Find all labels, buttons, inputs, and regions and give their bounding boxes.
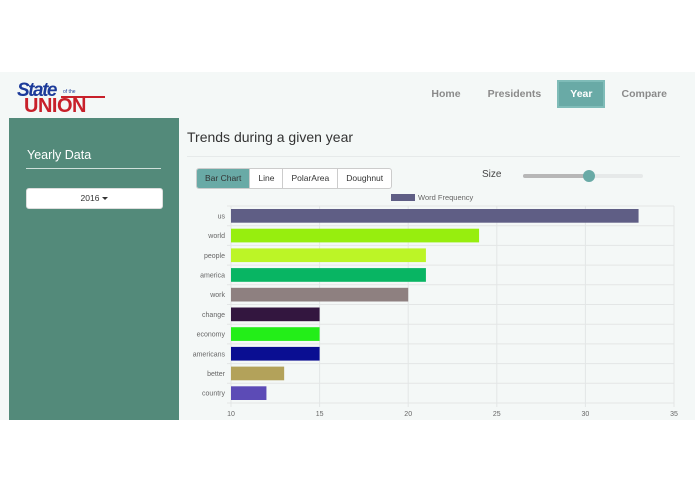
caret-down-icon xyxy=(102,197,109,201)
year-dropdown[interactable]: 2016 xyxy=(26,188,163,209)
y-tick-label: america xyxy=(200,272,225,279)
bar-change xyxy=(231,307,320,322)
bar-us xyxy=(231,209,639,223)
top-nav: Home Presidents Year Compare xyxy=(415,80,678,108)
legend-swatch xyxy=(391,194,415,201)
app: State of the UNION Home Presidents Year Co… xyxy=(0,72,695,420)
bar-america xyxy=(231,268,426,282)
x-tick-label: 15 xyxy=(316,411,324,418)
bar-country xyxy=(231,386,267,400)
divider xyxy=(26,168,161,169)
y-tick-label: work xyxy=(209,292,225,299)
chart-type-buttons: Bar Chart Line PolarArea Doughnut xyxy=(196,168,393,189)
sidebar: Yearly Data 2016 xyxy=(9,118,179,420)
year-value: 2016 xyxy=(80,193,100,203)
x-tick-label: 10 xyxy=(227,411,235,418)
x-tick-label: 30 xyxy=(582,411,590,418)
y-tick-label: world xyxy=(207,233,225,240)
x-tick-label: 35 xyxy=(670,411,678,418)
y-tick-label: better xyxy=(207,371,226,378)
bar-world xyxy=(231,228,480,243)
polararea-button[interactable]: PolarArea xyxy=(282,169,337,188)
bar-people xyxy=(231,248,426,263)
bar-work xyxy=(231,287,409,302)
state-of-the-union-logo[interactable]: State of the UNION xyxy=(17,80,105,117)
slider-handle[interactable] xyxy=(583,170,595,182)
sidebar-title: Yearly Data xyxy=(27,148,92,162)
y-tick-label: us xyxy=(218,213,226,220)
nav-presidents[interactable]: Presidents xyxy=(487,88,542,100)
bar-chart-button[interactable]: Bar Chart xyxy=(197,169,250,188)
bar-economy xyxy=(231,327,320,341)
nav-year[interactable]: Year xyxy=(557,80,606,108)
line-button[interactable]: Line xyxy=(249,169,282,188)
y-tick-label: economy xyxy=(197,332,226,339)
bar-americans xyxy=(231,346,320,361)
slider-fill xyxy=(523,174,589,178)
x-tick-label: 25 xyxy=(493,411,501,418)
divider xyxy=(187,156,680,157)
nav-home[interactable]: Home xyxy=(431,88,461,100)
size-slider[interactable] xyxy=(523,170,643,182)
y-tick-label: americans xyxy=(193,351,226,358)
y-tick-label: country xyxy=(202,391,225,398)
x-tick-label: 20 xyxy=(404,411,412,418)
bar-better xyxy=(231,366,285,381)
page-title: Trends during a given year xyxy=(187,129,354,145)
y-tick-label: people xyxy=(204,253,225,260)
bar-chart: Word Frequency 10 15 20 25 30 35 us world people a… xyxy=(193,193,678,418)
nav-compare[interactable]: Compare xyxy=(621,88,667,100)
size-label: Size xyxy=(482,169,502,180)
doughnut-button[interactable]: Doughnut xyxy=(337,169,391,188)
legend-label: Word Frequency xyxy=(418,193,474,202)
y-tick-label: change xyxy=(202,312,225,319)
